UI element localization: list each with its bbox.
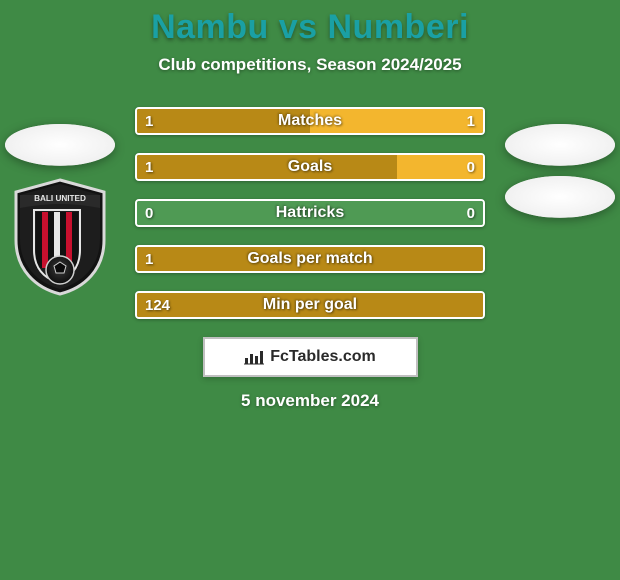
stat-bar: 1Goals per match	[135, 245, 485, 273]
bar-label: Min per goal	[137, 293, 483, 317]
bar-label: Hattricks	[137, 201, 483, 225]
player-photo-right	[505, 124, 615, 166]
bar-label: Goals	[137, 155, 483, 179]
page-title: Nambu vs Numberi	[0, 0, 620, 47]
badge-text: BALI UNITED	[34, 194, 86, 203]
bar-label: Matches	[137, 109, 483, 133]
date-text: 5 november 2024	[0, 391, 620, 411]
subtitle: Club competitions, Season 2024/2025	[0, 55, 620, 75]
brand-text: FcTables.com	[270, 348, 376, 366]
brand-box[interactable]: FcTables.com	[203, 337, 418, 377]
avatar-placeholder	[5, 124, 115, 166]
avatar-placeholder	[505, 124, 615, 166]
comparison-card: Nambu vs Numberi Club competitions, Seas…	[0, 0, 620, 580]
player-photo-left	[5, 124, 115, 166]
club-badge-left: BALI UNITED	[10, 178, 110, 298]
avatar-placeholder	[505, 176, 615, 218]
bar-label: Goals per match	[137, 247, 483, 271]
bar-chart-icon	[244, 349, 264, 365]
stat-bar: 11Matches	[135, 107, 485, 135]
stat-bar: 124Min per goal	[135, 291, 485, 319]
stat-bar: 00Hattricks	[135, 199, 485, 227]
shield-icon: BALI UNITED	[10, 178, 110, 296]
club-photo-right	[505, 176, 615, 218]
stat-bar: 10Goals	[135, 153, 485, 181]
